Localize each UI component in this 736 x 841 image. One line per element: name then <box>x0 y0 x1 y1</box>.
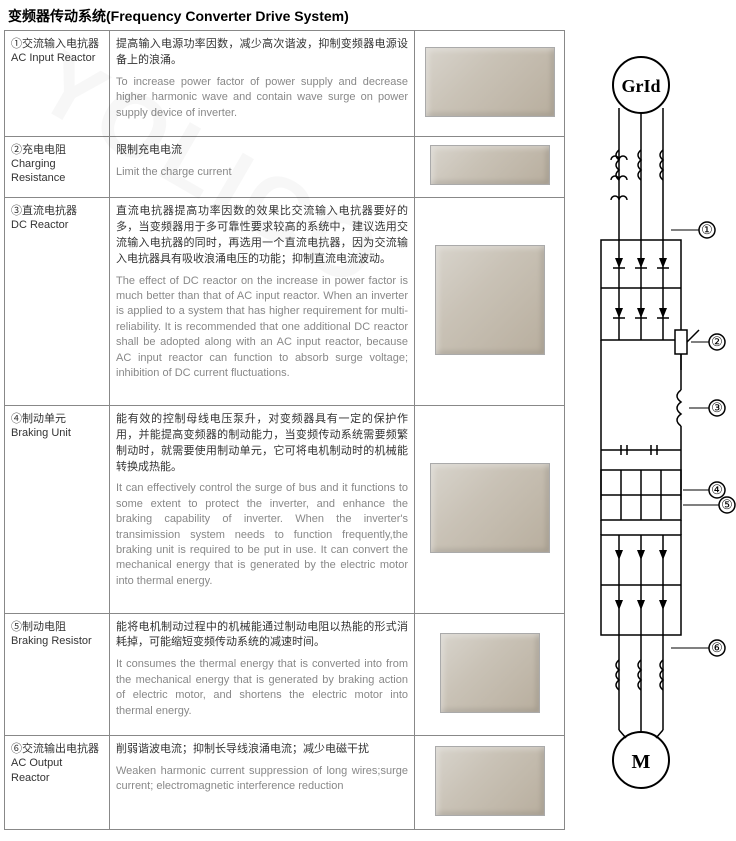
row-label-en: Braking Resistor <box>11 634 103 648</box>
row-desc-cn: 能有效的控制母线电压泵升，对变频器具有一定的保护作用，并能提高变频器的制动能力，… <box>116 412 408 476</box>
content: ①交流输入电抗器 AC Input Reactor 提高输入电源功率因数，减少高… <box>0 30 736 830</box>
product-image-placeholder <box>430 463 550 553</box>
row-label-en: Charging Resistance <box>11 157 103 186</box>
product-image-placeholder <box>440 633 540 713</box>
table-row: ③直流电抗器 DC Reactor 直流电抗器提高功率因数的效果比交流输入电抗器… <box>5 197 565 405</box>
table-row: ④制动单元 Braking Unit 能有效的控制母线电压泵升，对变频器具有一定… <box>5 405 565 613</box>
page-title: 变频器传动系统(Frequency Converter Drive System… <box>0 0 736 30</box>
table-row: ⑤制动电阻 Braking Resistor 能将电机制动过程中的机械能通过制动… <box>5 613 565 736</box>
row-desc-cn: 直流电抗器提高功率因数的效果比交流输入电抗器要好的多，当变频器用于多可靠性要求较… <box>116 204 408 268</box>
diagram-callout: ② <box>711 334 723 349</box>
row-desc-en: It consumes the thermal energy that is c… <box>116 657 408 719</box>
table-row: ②充电电阻 Charging Resistance 限制充电电流 Limit t… <box>5 136 565 197</box>
product-image-placeholder <box>425 47 555 117</box>
product-image-placeholder <box>430 145 550 185</box>
row-label-cn: ①交流输入电抗器 <box>11 37 103 51</box>
circuit-diagram: GrId <box>565 30 733 830</box>
diagram-callout: ① <box>701 222 713 237</box>
table-row: ⑥交流输出电抗器 AC Output Reactor 削弱谐波电流；抑制长导线浪… <box>5 736 565 830</box>
row-label-cn: ⑤制动电阻 <box>11 620 103 634</box>
product-image-placeholder <box>435 746 545 816</box>
row-label-en: AC Output Reactor <box>11 756 103 785</box>
row-desc-cn: 削弱谐波电流；抑制长导线浪涌电流；减少电磁干扰 <box>116 742 408 758</box>
diagram-callout: ③ <box>711 400 723 415</box>
row-label-en: Braking Unit <box>11 426 103 440</box>
product-image-placeholder <box>435 245 545 355</box>
diagram-callout: ⑤ <box>721 497 733 512</box>
diagram-callout: ④ <box>711 482 723 497</box>
row-label-cn: ⑥交流输出电抗器 <box>11 742 103 756</box>
row-label-cn: ③直流电抗器 <box>11 204 103 218</box>
row-desc-cn: 提高输入电源功率因数，减少高次谐波，抑制变频器电源设备上的浪涌。 <box>116 37 408 69</box>
row-label-cn: ②充电电阻 <box>11 143 103 157</box>
row-desc-en: It can effectively control the surge of … <box>116 481 408 589</box>
diagram-top-label: GrId <box>621 76 660 96</box>
row-desc-en: To increase power factor of power supply… <box>116 75 408 121</box>
table-row: ①交流输入电抗器 AC Input Reactor 提高输入电源功率因数，减少高… <box>5 31 565 137</box>
row-label-en: AC Input Reactor <box>11 51 103 65</box>
row-desc-cn: 能将电机制动过程中的机械能通过制动电阻以热能的形式消耗掉，可能缩短变频传动系统的… <box>116 620 408 652</box>
diagram-bottom-label: M <box>632 751 651 773</box>
row-label-en: DC Reactor <box>11 218 103 232</box>
row-label-cn: ④制动单元 <box>11 412 103 426</box>
components-table: ①交流输入电抗器 AC Input Reactor 提高输入电源功率因数，减少高… <box>4 30 565 830</box>
row-desc-en: Limit the charge current <box>116 165 408 180</box>
row-desc-en: The effect of DC reactor on the increase… <box>116 274 408 382</box>
diagram-callout: ⑥ <box>711 640 723 655</box>
row-desc-en: Weaken harmonic current suppression of l… <box>116 764 408 795</box>
row-desc-cn: 限制充电电流 <box>116 143 408 159</box>
